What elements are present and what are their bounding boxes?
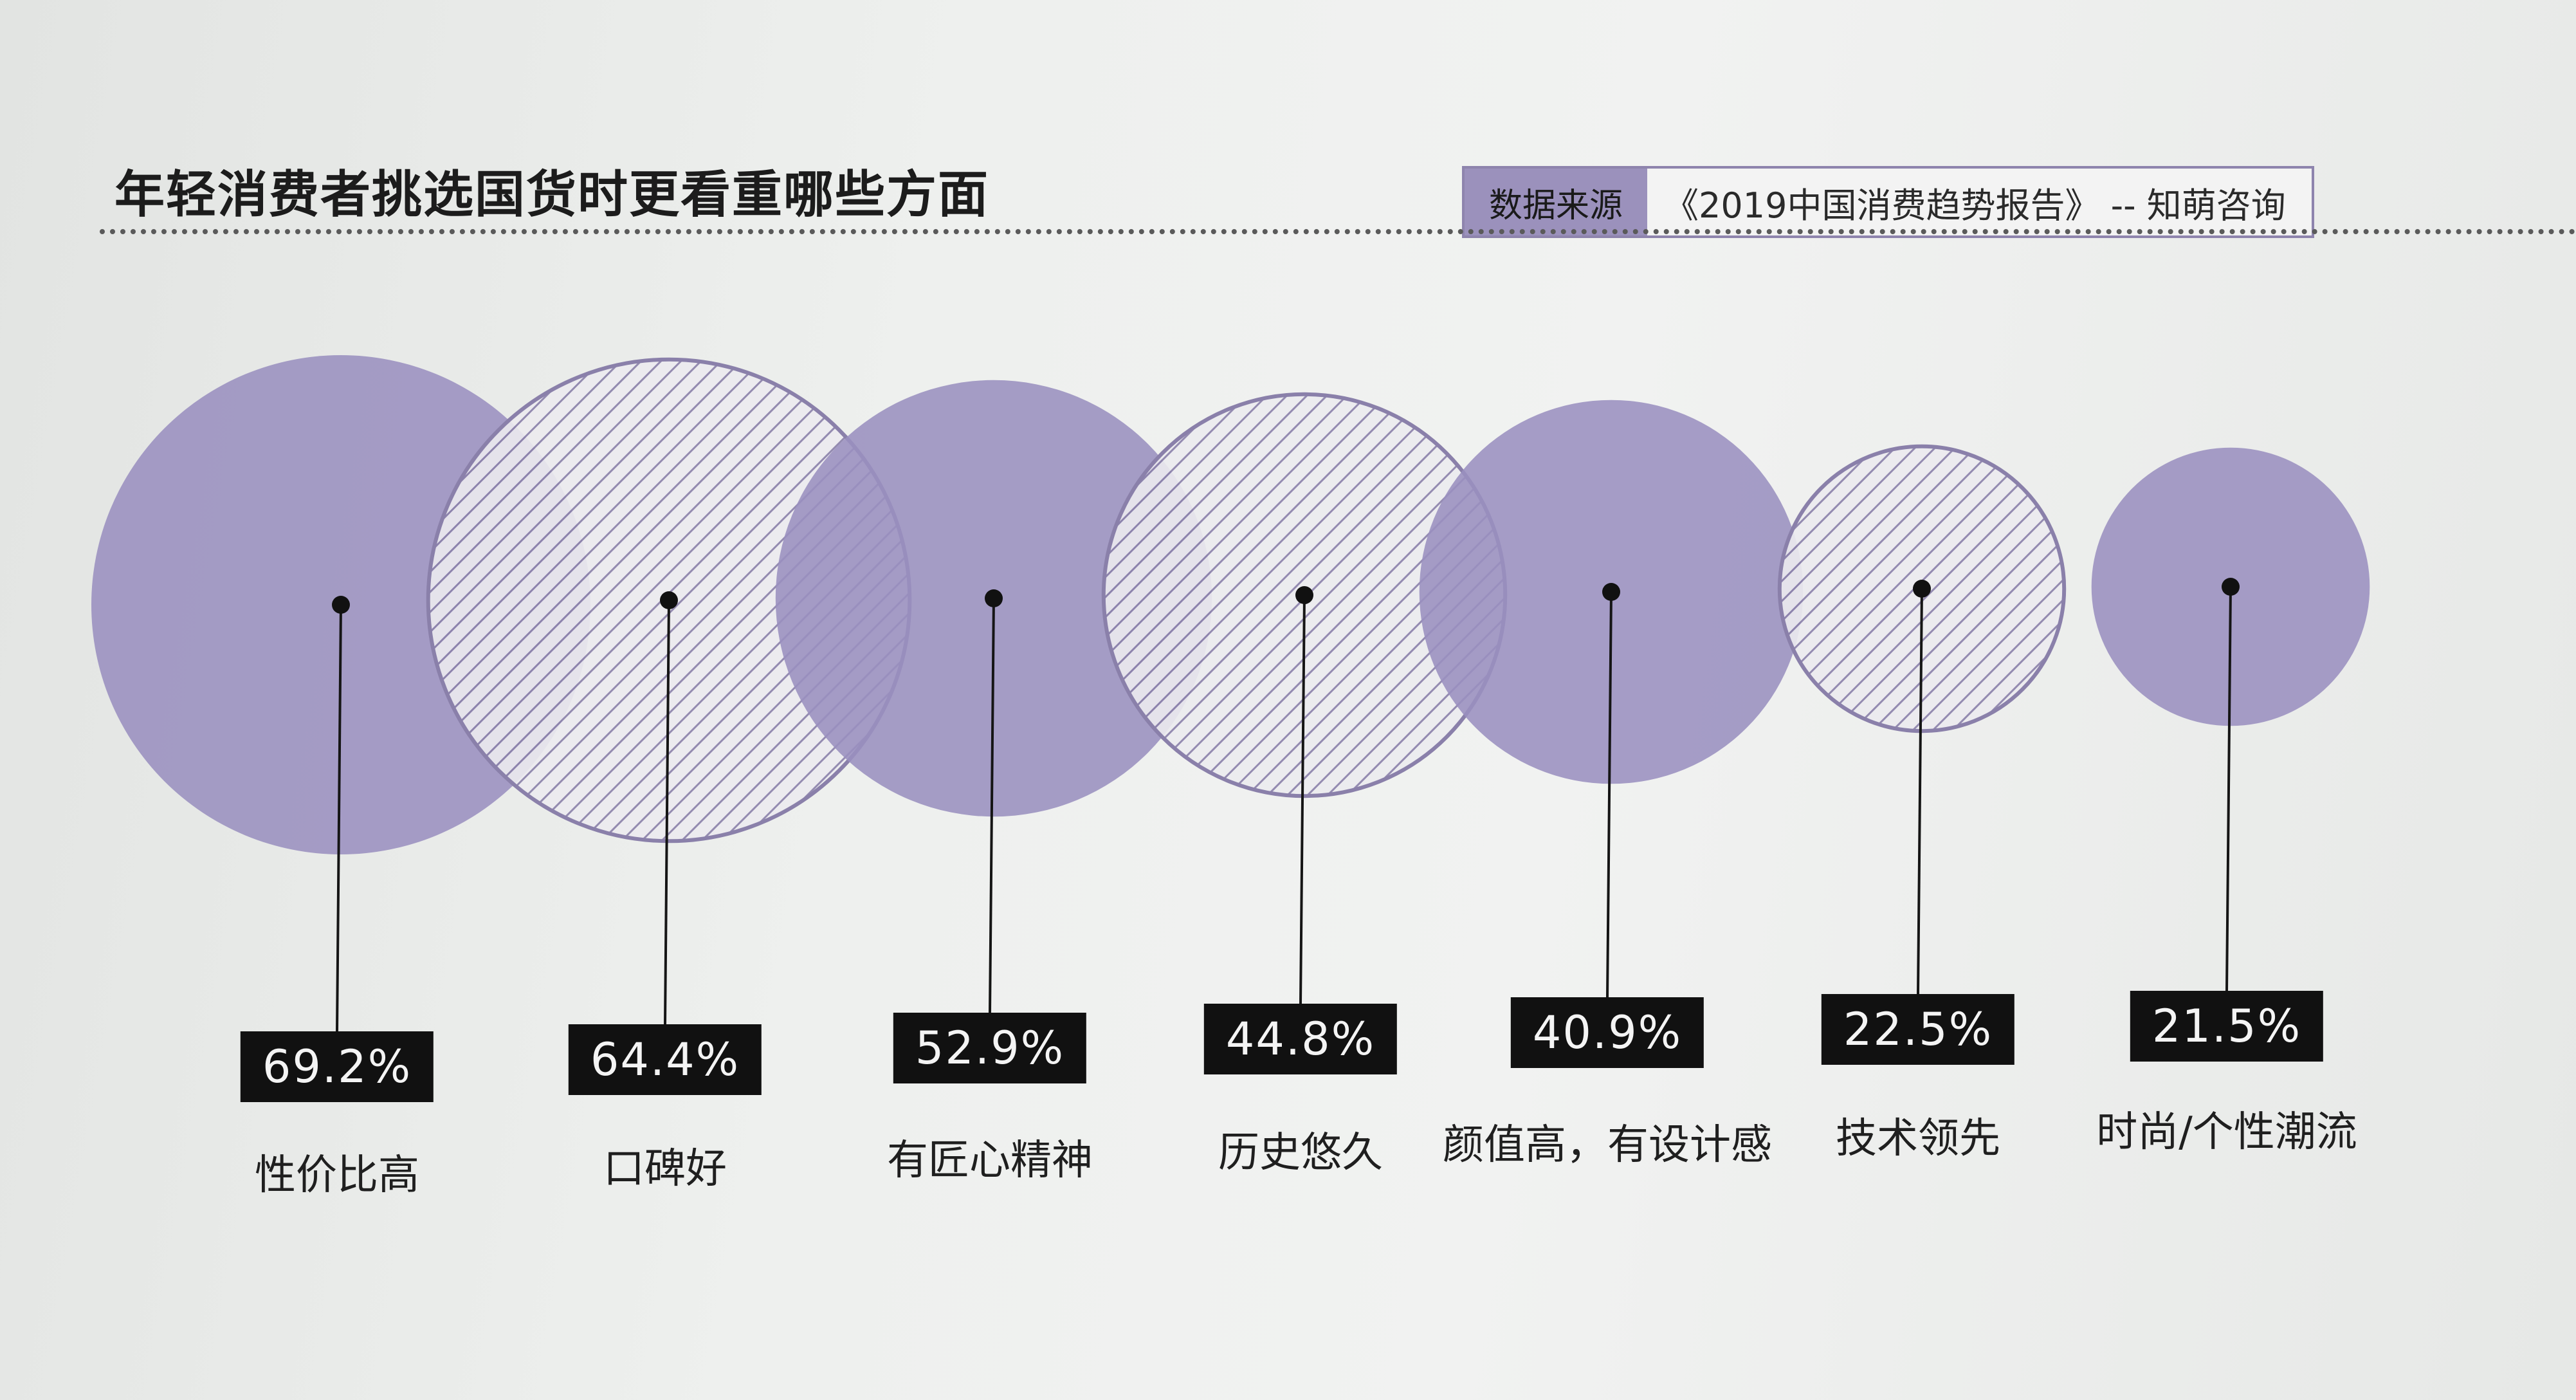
category-label-5: 颜值高，有设计感 xyxy=(1443,1121,1772,1169)
value-label-7: 21.5% xyxy=(2130,991,2324,1062)
source-text: 《2019中国消费趋势报告》 -- 知萌咨询 xyxy=(1664,185,2286,226)
center-dot-1 xyxy=(332,596,350,614)
center-dot-2 xyxy=(660,591,678,609)
title-divider xyxy=(100,229,2576,234)
leader-line-3 xyxy=(989,598,995,1013)
leader-line-6 xyxy=(1917,588,1923,995)
category-label-1: 性价比高 xyxy=(255,1152,419,1199)
value-label-6: 22.5% xyxy=(1821,994,2015,1065)
value-label-2: 64.4% xyxy=(568,1024,762,1095)
value-label-3: 52.9% xyxy=(893,1013,1087,1083)
category-label-7: 时尚/个性潮流 xyxy=(2096,1109,2357,1156)
source-box: 数据来源 《2019中国消费趋势报告》 -- 知萌咨询 xyxy=(1462,166,2314,238)
leader-line-2 xyxy=(664,600,670,1025)
center-dot-5 xyxy=(1602,583,1620,601)
leader-line-1 xyxy=(336,604,342,1032)
chart-title: 年轻消费者挑选国货时更看重哪些方面 xyxy=(114,166,990,224)
center-dot-3 xyxy=(985,589,1003,607)
center-dot-4 xyxy=(1295,586,1313,604)
leader-line-5 xyxy=(1606,591,1612,998)
center-dot-6 xyxy=(1913,580,1931,598)
value-label-4: 44.8% xyxy=(1203,1004,1398,1074)
value-label-5: 40.9% xyxy=(1510,997,1704,1068)
value-label-1: 69.2% xyxy=(240,1031,434,1102)
leader-line-7 xyxy=(2225,586,2232,991)
source-label: 数据来源 xyxy=(1465,169,1648,235)
category-label-3: 有匠心精神 xyxy=(887,1137,1093,1184)
category-label-4: 历史悠久 xyxy=(1218,1129,1383,1177)
category-label-2: 口碑好 xyxy=(603,1145,727,1193)
leader-line-4 xyxy=(1299,594,1306,1004)
center-dot-7 xyxy=(2222,578,2240,596)
category-label-6: 技术领先 xyxy=(1836,1115,2000,1163)
